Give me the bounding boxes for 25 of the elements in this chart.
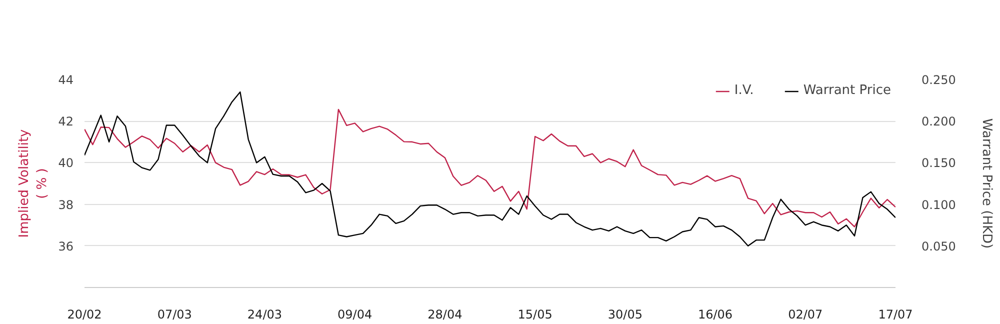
line-series bbox=[84, 108, 896, 228]
y-tick-label: 40 bbox=[58, 156, 74, 170]
x-tick-label: 17/07 bbox=[878, 308, 913, 322]
legend-label: Warrant Price bbox=[803, 83, 891, 98]
y2-tick-label: 0.150 bbox=[922, 156, 956, 170]
y2-axis-title: Warrant Price (HKD) bbox=[978, 118, 994, 249]
y-tick-label: 38 bbox=[58, 198, 74, 212]
y2-tick-label: 0.050 bbox=[922, 239, 956, 254]
y-tick-label: 44 bbox=[58, 73, 74, 87]
x-tick-label: 09/04 bbox=[338, 308, 372, 322]
y-tick-label: 36 bbox=[58, 239, 74, 254]
y-axis-title: Implied Volatility ( % ) bbox=[17, 128, 50, 238]
x-tick-label: 15/05 bbox=[518, 308, 552, 322]
y2-tick-label: 0.100 bbox=[922, 198, 956, 212]
x-tick-label: 24/03 bbox=[247, 308, 282, 322]
x-tick-label: 20/02 bbox=[67, 308, 102, 322]
x-tick-label: 30/05 bbox=[608, 308, 642, 322]
x-tick-label: 07/03 bbox=[157, 308, 192, 322]
x-tick-label: 28/04 bbox=[428, 308, 462, 322]
legend-label: I.V. bbox=[734, 83, 754, 98]
x-tick-label: 16/06 bbox=[698, 308, 733, 322]
x-tick-label: 02/07 bbox=[788, 308, 823, 322]
y-tick-label: 42 bbox=[58, 114, 74, 129]
y2-tick-label: 0.250 bbox=[922, 73, 956, 87]
y2-tick-label: 0.200 bbox=[922, 114, 956, 129]
